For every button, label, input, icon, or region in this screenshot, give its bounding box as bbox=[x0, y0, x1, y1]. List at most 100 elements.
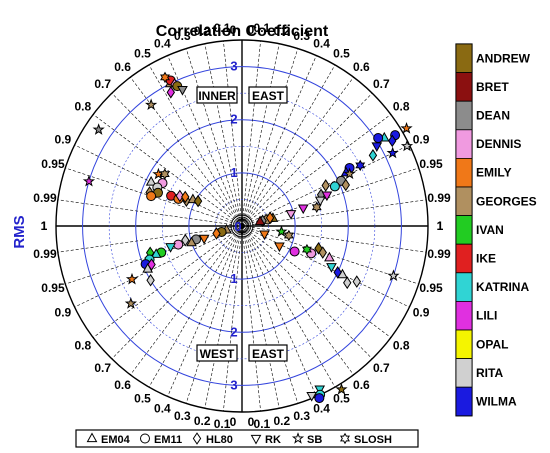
point-lili-rk bbox=[297, 204, 309, 215]
point-rita-sb bbox=[387, 269, 400, 281]
colorbar-label-rita: RITA bbox=[476, 366, 503, 380]
correlation-ray bbox=[223, 40, 243, 227]
corr-tick-sw-0.99: 0.99 bbox=[33, 247, 57, 261]
corr-tick-ne-0.3: 0.3 bbox=[293, 29, 310, 43]
correlation-ray bbox=[241, 225, 373, 360]
correlation-ray bbox=[241, 77, 354, 227]
colorbar-label-emily: EMILY bbox=[476, 166, 512, 180]
point-emily-rk bbox=[274, 242, 285, 253]
storm-colorbar: ANDREW BRET DEAN DENNIS EMILY GEORGES IVAN IKE K… bbox=[455, 43, 537, 417]
legend-symbol-hl80 bbox=[192, 432, 202, 445]
point-rita-hl80 bbox=[181, 233, 190, 247]
correlation-ray bbox=[185, 48, 243, 227]
point-katrina-rk bbox=[326, 263, 337, 273]
colorbar-label-opal: OPAL bbox=[476, 337, 508, 351]
corr-tick-sw-0.7: 0.7 bbox=[94, 361, 111, 375]
point-ivan-slosh bbox=[301, 243, 312, 256]
corr-tick-ne-0.6: 0.6 bbox=[353, 60, 370, 74]
point-emily-hl80 bbox=[181, 190, 190, 204]
corr-tick-se-0.3: 0.3 bbox=[293, 409, 310, 423]
correlation-ray bbox=[111, 92, 243, 227]
point-ivan-sb bbox=[275, 225, 288, 237]
corr-tick-nw-0.3: 0.3 bbox=[174, 29, 191, 43]
center-ring bbox=[232, 216, 252, 236]
center-ring bbox=[234, 218, 249, 233]
rms-tick-down-3: 3 bbox=[230, 377, 237, 392]
rms-subcircle bbox=[215, 199, 269, 253]
rms-tick-up-1: 1 bbox=[230, 165, 237, 180]
corr-tick-se-0.95: 0.95 bbox=[419, 281, 443, 295]
point-georges-hl80 bbox=[321, 179, 330, 192]
corr-tick-nw-0.8: 0.8 bbox=[74, 100, 91, 114]
corr-tick-se-0.2: 0.2 bbox=[273, 414, 290, 428]
correlation-ray bbox=[204, 43, 243, 227]
corr-tick-ne-0.4: 0.4 bbox=[313, 37, 330, 51]
point-rita-em04 bbox=[142, 262, 154, 273]
point-emily-em11 bbox=[146, 191, 157, 202]
corr-tick-sw-0.2: 0.2 bbox=[194, 414, 211, 428]
corr-tick-sw-1: 1 bbox=[41, 219, 48, 233]
correlation-tick-labels: 0 0.1 0.2 0.30.40.50.60.70.80.90.950.99100.… bbox=[33, 21, 451, 431]
point-dennis-hl80 bbox=[175, 189, 185, 203]
corr-tick-se-0.99: 0.99 bbox=[427, 247, 451, 261]
correlation-ray bbox=[130, 225, 243, 375]
correlation-ray bbox=[223, 225, 243, 412]
point-emily-hl80 bbox=[265, 211, 275, 225]
correlation-ray bbox=[111, 225, 243, 360]
corr-tick-se-0.5: 0.5 bbox=[333, 391, 350, 405]
point-rita-rk bbox=[314, 196, 326, 207]
point-emily-slosh bbox=[160, 71, 170, 84]
corr-tick-nw-0.99: 0.99 bbox=[33, 191, 57, 205]
legend-label-sb: SB bbox=[307, 434, 322, 446]
colorbar-swatch-ivan bbox=[455, 215, 473, 245]
rms-circle-2 bbox=[135, 119, 349, 333]
rms-tick-up-3: 3 bbox=[230, 59, 237, 74]
point-rita-hl80 bbox=[343, 276, 352, 290]
quadrant-label-sw: WEST bbox=[200, 347, 235, 361]
colorbar-label-katrina: KATRINA bbox=[476, 280, 529, 294]
corr-tick-se-0.9: 0.9 bbox=[413, 306, 430, 320]
point-emily-rk bbox=[259, 230, 270, 241]
correlation-ray bbox=[241, 48, 299, 227]
point-georges-em04 bbox=[186, 236, 197, 247]
corr-tick-sw-0: 0 bbox=[230, 415, 237, 429]
point-georges-hl80 bbox=[318, 246, 327, 259]
colorbar-swatch-andrew bbox=[455, 43, 473, 74]
corr-tick-ne-0.95: 0.95 bbox=[419, 157, 443, 171]
corr-tick-ne-0.5: 0.5 bbox=[333, 47, 350, 61]
colorbar-label-bret: BRET bbox=[476, 80, 509, 94]
corr-tick-nw-0.5: 0.5 bbox=[134, 47, 151, 61]
colorbar-swatch-opal bbox=[455, 329, 473, 360]
corr-tick-sw-0.1: 0.1 bbox=[214, 417, 231, 431]
corr-tick-se-1: 1 bbox=[437, 219, 444, 233]
point-katrina-rk bbox=[165, 243, 176, 253]
rms-circle-1 bbox=[188, 172, 296, 280]
quadrant-label-nw: INNER bbox=[198, 89, 236, 103]
rms-subcircle bbox=[108, 92, 376, 360]
quadrant-box-se: EAST bbox=[248, 344, 288, 362]
rms-axis-label: RMS bbox=[11, 215, 28, 248]
point-georges-sb bbox=[124, 297, 138, 309]
corr-tick-nw-0.9: 0.9 bbox=[55, 132, 72, 146]
legend-symbol-em11 bbox=[140, 433, 150, 444]
colorbar-swatch-bret bbox=[455, 72, 473, 102]
point-lili-em11 bbox=[289, 246, 300, 257]
point-rita-sb bbox=[400, 139, 414, 152]
correlation-ray bbox=[167, 225, 243, 397]
corr-tick-ne-0.9: 0.9 bbox=[413, 132, 430, 146]
correlation-ray bbox=[241, 43, 280, 227]
corr-tick-ne-0.8: 0.8 bbox=[393, 100, 410, 114]
correlation-ray bbox=[130, 77, 243, 227]
point-georges-sb bbox=[145, 98, 158, 111]
correlation-ray bbox=[204, 225, 243, 409]
quadrant-label-ne: EAST bbox=[252, 89, 285, 103]
point-wilma-rk bbox=[371, 142, 383, 152]
polar-grid bbox=[55, 39, 429, 413]
corr-tick-nw-0.1: 0.1 bbox=[214, 21, 231, 35]
legend-label-hl80: HL80 bbox=[206, 434, 233, 446]
point-rita-rk bbox=[306, 391, 318, 402]
corr-tick-nw-0.2: 0.2 bbox=[194, 24, 211, 38]
rms-tick-down-1: 1 bbox=[230, 271, 237, 286]
point-emily-hl80 bbox=[212, 227, 221, 240]
